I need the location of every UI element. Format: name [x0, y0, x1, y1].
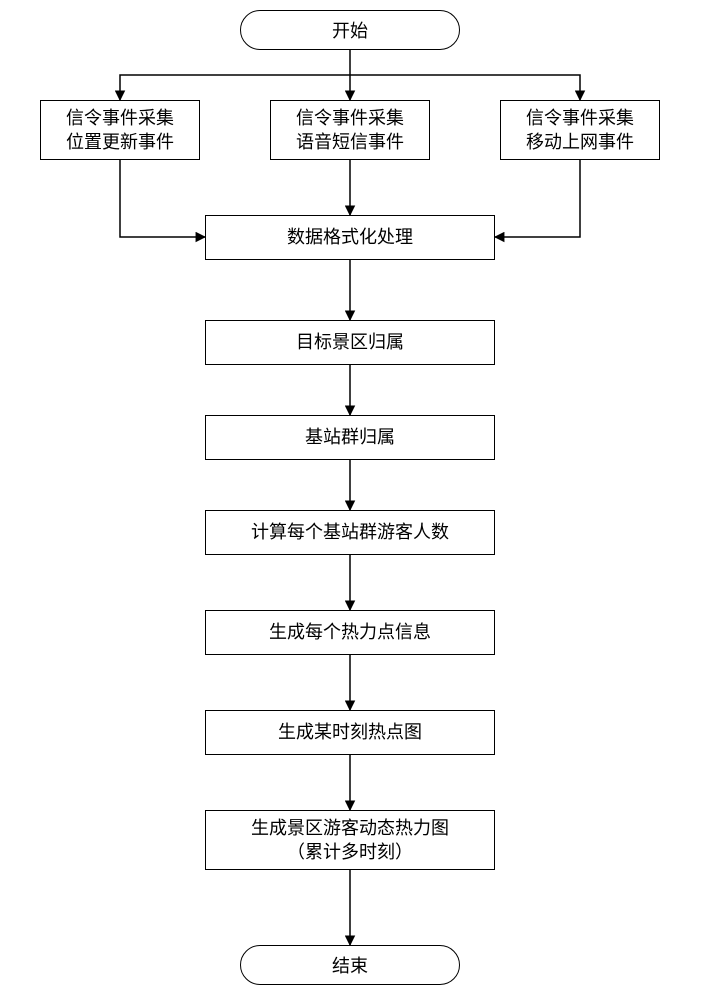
start-terminator: 开始 — [240, 10, 460, 50]
node-format-label: 数据格式化处理 — [287, 225, 413, 249]
node-calc-tourists: 计算每个基站群游客人数 — [205, 510, 495, 555]
end-terminator: 结束 — [240, 945, 460, 985]
node-collect-mobile-net-l1: 信令事件采集 — [526, 106, 634, 130]
node-gen-dynamic-heatmap-l1: 生成景区游客动态热力图 — [251, 816, 449, 840]
node-format: 数据格式化处理 — [205, 215, 495, 260]
node-collect-location-l1: 信令事件采集 — [66, 106, 174, 130]
node-gen-dynamic-heatmap-l2: （累计多时刻） — [251, 840, 449, 864]
node-collect-location-l2: 位置更新事件 — [66, 130, 174, 154]
node-collect-mobile-net: 信令事件采集 移动上网事件 — [500, 100, 660, 160]
node-base-station-label: 基站群归属 — [305, 425, 395, 449]
node-gen-heatpoint: 生成每个热力点信息 — [205, 610, 495, 655]
node-gen-dynamic-heatmap: 生成景区游客动态热力图 （累计多时刻） — [205, 810, 495, 870]
node-base-station: 基站群归属 — [205, 415, 495, 460]
node-dest-scenic-label: 目标景区归属 — [296, 330, 404, 354]
node-collect-voice-sms: 信令事件采集 语音短信事件 — [270, 100, 430, 160]
node-collect-voice-sms-l2: 语音短信事件 — [296, 130, 404, 154]
node-collect-location: 信令事件采集 位置更新事件 — [40, 100, 200, 160]
node-gen-moment-heatmap: 生成某时刻热点图 — [205, 710, 495, 755]
end-label: 结束 — [332, 952, 368, 978]
node-collect-voice-sms-l1: 信令事件采集 — [296, 106, 404, 130]
node-calc-tourists-label: 计算每个基站群游客人数 — [251, 520, 449, 544]
node-gen-moment-heatmap-label: 生成某时刻热点图 — [278, 720, 422, 744]
node-gen-heatpoint-label: 生成每个热力点信息 — [269, 620, 431, 644]
node-collect-mobile-net-l2: 移动上网事件 — [526, 130, 634, 154]
node-dest-scenic: 目标景区归属 — [205, 320, 495, 365]
start-label: 开始 — [332, 17, 368, 43]
